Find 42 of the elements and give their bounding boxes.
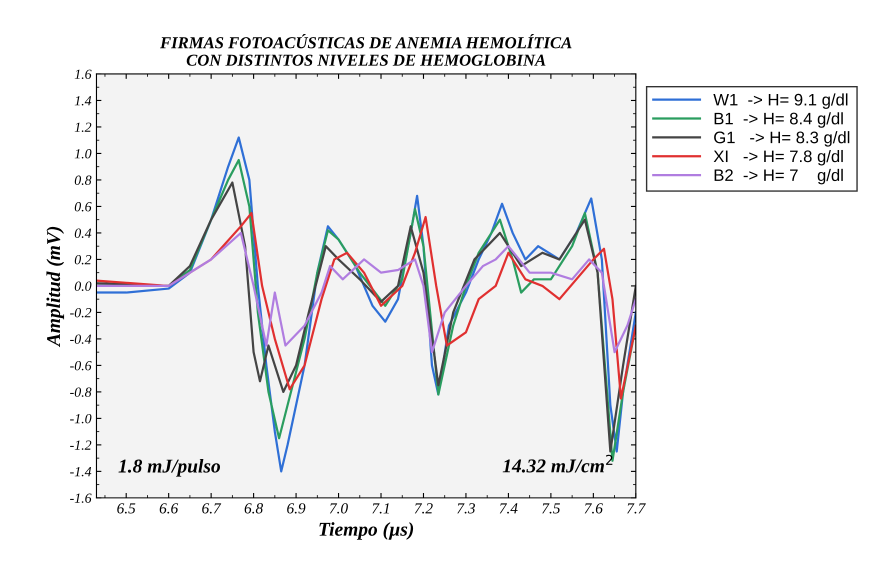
chart-title: FIRMAS FOTOACÚSTICAS DE ANEMIA HEMOLÍTICA CON DISTINTOS NIVELES DE HEMOGLOBINA xyxy=(160,34,572,66)
annotation: 1.8 mJ/pulso xyxy=(118,458,220,477)
y-tick-label: -1.2 xyxy=(70,440,92,450)
y-tick-label: -1.0 xyxy=(70,414,92,424)
x-tick-label: 7.5 xyxy=(542,503,560,514)
x-tick-label: 7.2 xyxy=(414,503,433,514)
y-tick-label: 1.2 xyxy=(74,122,92,132)
x-tick-label: 6.9 xyxy=(287,503,306,514)
legend-label: B1 -> H= 8.4 g/dl xyxy=(714,112,843,128)
x-axis-title: Tiempo (µs) xyxy=(319,522,414,540)
y-tick-label: -0.6 xyxy=(70,360,92,370)
x-tick-label: 6.6 xyxy=(160,503,178,514)
y-tick-label: 0.8 xyxy=(74,176,92,185)
x-tick-label: 7.6 xyxy=(584,503,603,514)
y-tick-label: 0.2 xyxy=(74,255,92,264)
x-tick-label: 7.4 xyxy=(500,503,518,514)
y-tick-label: -1.6 xyxy=(70,493,92,503)
legend-label: W1 -> H= 9.1 g/dl xyxy=(713,93,848,109)
x-tick-label: 6.8 xyxy=(244,503,263,514)
x-tick-label: 7.7 xyxy=(627,503,646,514)
line-series xyxy=(96,212,636,400)
y-tick-label: 1.4 xyxy=(74,96,92,106)
x-tick-label: 7.1 xyxy=(372,503,389,514)
y-tick-label: -1.4 xyxy=(70,467,92,476)
y-tick-label: 0.6 xyxy=(74,202,92,212)
y-tick-label: 0.0 xyxy=(74,282,92,291)
x-tick-label: 6.7 xyxy=(202,503,222,514)
annotation: 14.32 mJ/cm$^{2}$ xyxy=(502,454,612,473)
y-tick-label: 1.6 xyxy=(74,70,92,79)
x-tick-label: 7.3 xyxy=(457,503,475,514)
y-tick-label: 0.4 xyxy=(74,228,92,238)
y-axis-title: Amplitud (mV) xyxy=(46,226,64,348)
y-tick-label: -0.2 xyxy=(70,308,92,318)
line-series xyxy=(96,232,636,354)
y-tick-label: -0.4 xyxy=(70,334,92,344)
y-tick-label: 1.0 xyxy=(74,149,92,158)
y-tick-label: -0.8 xyxy=(70,387,92,397)
legend-label: G1 -> H= 8.3 g/dl xyxy=(714,131,850,147)
legend-label: B2 -> H= 7 g/dl xyxy=(714,168,843,184)
legend-label: XI -> H= 7.8 g/dl xyxy=(714,150,843,166)
x-tick-label: 6.5 xyxy=(117,503,136,514)
x-tick-label: 7.0 xyxy=(330,503,348,514)
